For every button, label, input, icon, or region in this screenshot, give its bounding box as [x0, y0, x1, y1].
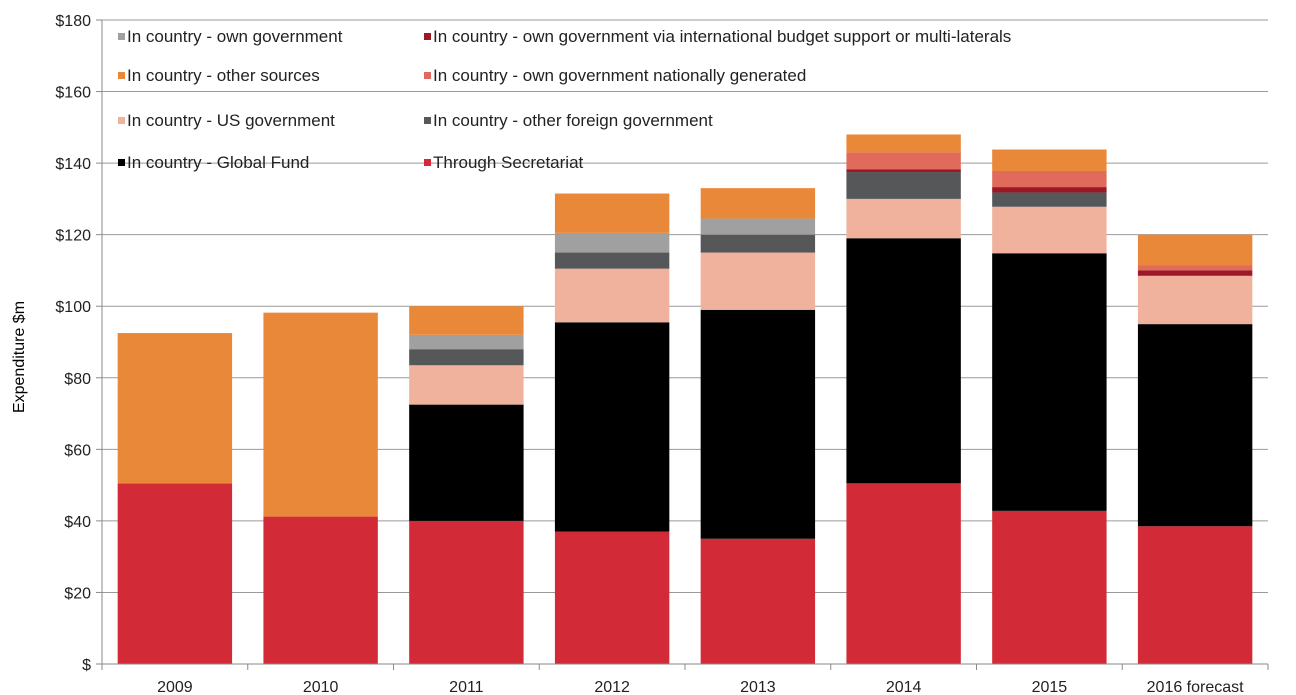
x-tick-label: 2015 — [1032, 679, 1068, 695]
y-axis-title: Expenditure $m — [11, 301, 28, 413]
bar-segment — [846, 152, 961, 170]
y-tick-label: $100 — [55, 299, 91, 316]
legend-label: Through Secretariat — [433, 153, 584, 172]
bar-segment — [700, 188, 816, 219]
bar-segment — [117, 483, 233, 664]
legend-label: In country - other foreign government — [433, 111, 713, 130]
bar-segment — [1137, 265, 1253, 271]
legend-label: In country - other sources — [127, 66, 320, 85]
legend-item: In country - own government — [118, 27, 343, 46]
bar-segment — [700, 218, 816, 235]
bar-segment — [1137, 270, 1253, 276]
bar-segment — [846, 198, 961, 239]
legend-item: In country - US government — [118, 111, 335, 130]
legend-item: In country - Global Fund — [118, 153, 309, 172]
bar-segment — [1137, 324, 1253, 527]
legend-item: In country - other foreign government — [424, 111, 713, 130]
bar-segment — [554, 531, 670, 664]
bar-segment — [263, 516, 378, 664]
bar-segment — [700, 538, 816, 664]
bar-segment — [409, 349, 524, 366]
x-tick-label: 2013 — [740, 679, 776, 695]
legend-swatch — [118, 33, 125, 40]
bar-segment — [992, 187, 1107, 193]
x-tick-label: 2010 — [303, 679, 339, 695]
bar-segment — [409, 306, 524, 335]
bar-segment — [992, 206, 1107, 254]
legend-swatch — [424, 72, 431, 79]
bar-segment — [992, 149, 1107, 171]
y-tick-label: $120 — [55, 228, 91, 245]
bar-segment — [700, 252, 816, 310]
legend-label: In country - own government — [127, 27, 343, 46]
y-tick-label: $60 — [64, 442, 91, 459]
x-tick-label: 2016 forecast — [1147, 679, 1245, 695]
y-tick-label: $140 — [55, 156, 91, 173]
y-tick-label: $180 — [55, 13, 91, 30]
bar-segment — [992, 253, 1107, 511]
x-tick-label: 2009 — [157, 679, 193, 695]
bar-segment — [846, 169, 961, 173]
axes: $ $20 $40 $60 $80 $100 $120 $140 $160 $180 2009 201… — [55, 13, 1269, 695]
bar-segment — [1137, 275, 1253, 325]
y-tick-label: $160 — [55, 85, 91, 102]
bar-segment — [992, 192, 1107, 207]
y-tick-label: $ — [82, 657, 91, 674]
bar-segment — [992, 170, 1107, 188]
bar-segment — [554, 193, 670, 233]
y-tick-label: $40 — [64, 514, 91, 531]
legend-swatch — [424, 159, 431, 166]
legend-label: In country - US government — [127, 111, 335, 130]
bar-segment — [846, 134, 961, 153]
legend-swatch — [118, 72, 125, 79]
x-tick-label: 2011 — [449, 679, 484, 695]
bar-segment — [409, 520, 524, 664]
bar-segment — [700, 234, 816, 253]
legend: In country - own government In country - … — [118, 27, 1011, 172]
legend-item: In country - own government nationally g… — [424, 66, 806, 85]
y-tick-label: $80 — [64, 371, 91, 388]
legend-label: In country - Global Fund — [127, 153, 309, 172]
bar-segment — [554, 252, 670, 269]
bar-segment — [992, 510, 1107, 664]
bar-segment — [554, 268, 670, 323]
x-tick-label: 2014 — [886, 679, 922, 695]
bar-segment — [409, 404, 524, 521]
legend-item: Through Secretariat — [424, 153, 584, 172]
y-tick-label: $20 — [64, 585, 91, 602]
bar-segment — [117, 333, 233, 484]
bar-segment — [554, 322, 670, 532]
legend-swatch — [424, 33, 431, 40]
bar-segment — [263, 312, 378, 517]
legend-item: In country - other sources — [118, 66, 320, 85]
bar-segment — [846, 483, 961, 664]
bar-segment — [846, 238, 961, 484]
legend-label: In country - own government via internat… — [433, 27, 1011, 46]
x-tick-label: 2012 — [594, 679, 630, 695]
bar-segment — [1137, 234, 1253, 266]
bar-segment — [554, 232, 670, 253]
legend-item: In country - own government via internat… — [424, 27, 1011, 46]
bar-segment — [846, 172, 961, 199]
bars — [117, 134, 1253, 664]
legend-swatch — [118, 117, 125, 124]
bar-segment — [700, 309, 816, 539]
bar-segment — [1137, 526, 1253, 664]
bar-segment — [409, 334, 524, 350]
legend-label: In country - own government nationally g… — [433, 66, 806, 85]
legend-swatch — [118, 159, 125, 166]
legend-swatch — [424, 117, 431, 124]
bar-segment — [409, 365, 524, 405]
